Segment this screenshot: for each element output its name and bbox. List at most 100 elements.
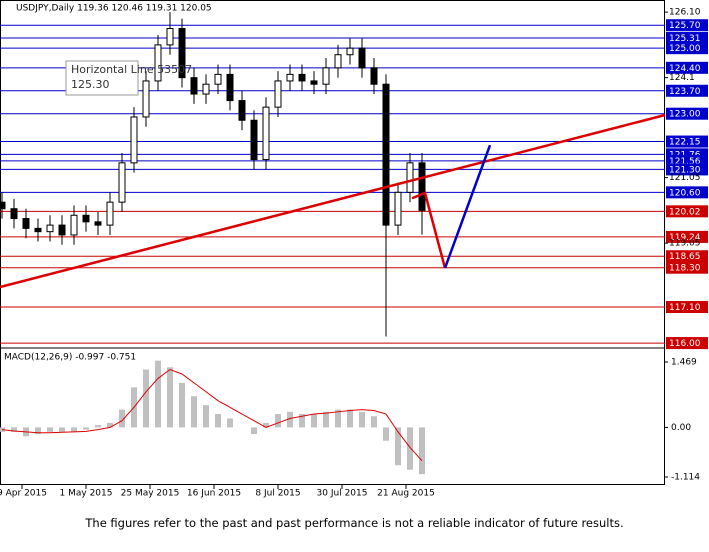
macd-bar — [119, 409, 125, 428]
macd-bar — [287, 411, 293, 428]
price-label-box — [666, 261, 708, 274]
candle-body — [382, 83, 390, 226]
macd-bar — [95, 425, 101, 428]
candle-body — [118, 162, 126, 203]
macd-bar — [383, 427, 389, 441]
macd-bar — [11, 427, 17, 432]
x-tick-label: 30 Jul 2015 — [317, 489, 368, 499]
candle-body — [334, 54, 342, 69]
x-tick-label: 9 Apr 2015 — [0, 489, 47, 499]
price-label: 123.70 — [669, 87, 701, 97]
macd-title: MACD(12,26,9) -0.997 -0.751 — [4, 353, 136, 363]
tooltip-text: Horizontal Line 53507 — [71, 63, 192, 76]
price-label: 121.56 — [669, 157, 701, 167]
chart: USDJPY,Daily 119.36 120.46 119.31 120.05… — [0, 0, 708, 499]
price-label-box — [666, 301, 708, 314]
y-tick-label: 0.00 — [671, 423, 691, 433]
price-label-box — [666, 32, 708, 45]
price-label-box — [666, 84, 708, 97]
candle-body — [70, 214, 78, 236]
price-label-box — [666, 230, 708, 243]
candle-body — [34, 227, 42, 233]
candle-body — [322, 67, 330, 85]
candle-body — [394, 191, 402, 226]
macd-bar — [419, 427, 425, 475]
y-tick-label: 1.469 — [671, 357, 697, 367]
signal-line — [1, 368, 423, 462]
price-label-box — [666, 42, 708, 55]
macd-bar — [155, 360, 161, 428]
macd-bar — [203, 405, 209, 428]
macd-bar — [167, 367, 173, 428]
price-label-box — [666, 135, 708, 148]
candle-body — [250, 119, 258, 161]
price-label: 118.65 — [669, 252, 701, 262]
x-tick-label: 21 Aug 2015 — [377, 489, 435, 499]
macd-bar — [71, 427, 77, 432]
candle-body — [22, 218, 30, 229]
candle-body — [130, 116, 138, 164]
price-label: 121.30 — [669, 165, 701, 175]
price-label-box — [666, 186, 708, 199]
candle-body — [166, 28, 174, 46]
candle-body — [406, 162, 414, 193]
candle-body — [190, 77, 198, 95]
candle-body — [154, 44, 162, 82]
price-label-box — [666, 250, 708, 263]
candle-body — [82, 214, 90, 223]
macd-bar — [35, 427, 41, 435]
price-label-box — [666, 19, 708, 32]
drawn-line — [411, 191, 447, 269]
macd-bar — [263, 422, 269, 428]
y-tick-label: -1.114 — [671, 472, 700, 482]
candle-body — [418, 162, 426, 211]
price-label: 125.31 — [669, 34, 701, 44]
candle-body — [46, 224, 54, 233]
price-label: 125.70 — [669, 21, 701, 31]
macd-bar — [359, 411, 365, 428]
chart-title: USDJPY,Daily 119.36 120.46 119.31 120.05 — [16, 4, 212, 14]
candle-body — [262, 106, 270, 161]
price-label: 120.02 — [669, 207, 701, 217]
tooltip-box — [65, 60, 139, 96]
price-label-box — [666, 163, 708, 176]
candle-body — [358, 47, 366, 69]
candle-body — [106, 201, 114, 226]
candle-body — [346, 47, 354, 56]
price-label-box — [666, 107, 708, 120]
price-label: 120.60 — [669, 188, 701, 198]
price-label: 117.10 — [669, 303, 701, 313]
price-label-box — [666, 205, 708, 218]
candle-body — [274, 80, 282, 108]
macd-bar — [143, 369, 149, 428]
macd-bar — [299, 414, 305, 428]
price-label: 124.40 — [669, 64, 701, 74]
macd-bar — [395, 427, 401, 466]
macd-bar — [191, 396, 197, 428]
candle-body — [298, 73, 306, 82]
price-label-box — [666, 337, 708, 350]
disclaimer: The figures refer to the past and past p… — [85, 516, 624, 530]
x-tick-label: 1 May 2015 — [60, 489, 113, 499]
candle-body — [370, 67, 378, 85]
x-tick-label: 16 Jun 2015 — [187, 489, 241, 499]
candle-body — [0, 201, 6, 210]
macd-bar — [107, 422, 113, 428]
y-tick-label: 119.05 — [669, 239, 701, 249]
macd-bar — [335, 409, 341, 428]
macd-bar — [407, 427, 413, 470]
macd-bar — [371, 416, 377, 428]
candle-body — [286, 73, 294, 82]
macd-bar — [59, 427, 65, 432]
drawn-line — [443, 144, 492, 269]
drawn-line — [0, 113, 666, 289]
price-label: 123.00 — [669, 110, 701, 120]
price-label-box — [666, 61, 708, 74]
x-tick-label: 25 May 2015 — [121, 489, 180, 499]
candle-body — [310, 80, 318, 85]
macd-bar — [83, 427, 89, 430]
macd-bar — [347, 409, 353, 428]
price-label: 116.00 — [669, 339, 701, 349]
candle-body — [178, 28, 186, 79]
macd-bar — [215, 414, 221, 428]
